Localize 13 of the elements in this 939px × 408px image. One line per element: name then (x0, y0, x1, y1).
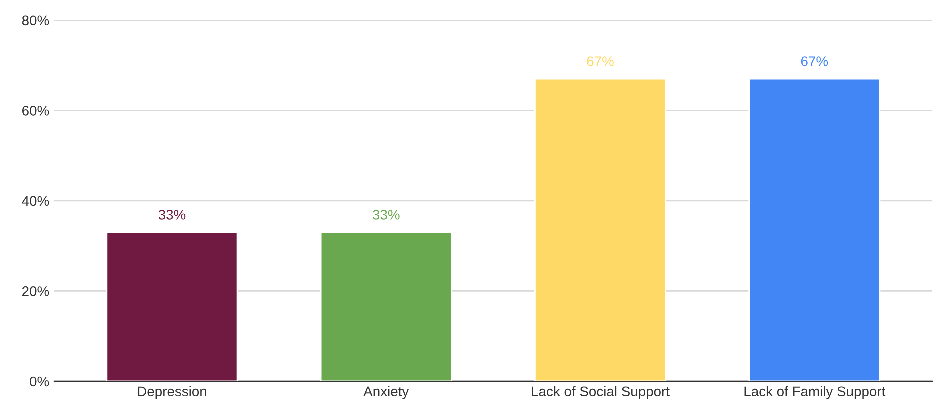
y-tick-label: 40% (22, 196, 50, 206)
y-tick-label: 20% (22, 286, 50, 296)
y-tick-label: 80% (22, 16, 50, 26)
x-tick-label: Lack of Social Support (532, 386, 670, 400)
data-label: 33% (158, 210, 186, 220)
x-tick-label: Lack of Family Support (744, 386, 886, 400)
data-label: 67% (587, 56, 614, 66)
y-tick-label: 60% (22, 106, 50, 116)
y-tick-label: 0% (30, 376, 50, 387)
x-tick-label: Anxiety (364, 386, 410, 400)
x-tick-label: Depression (138, 386, 206, 400)
data-label: 67% (801, 56, 828, 66)
data-label: 33% (373, 210, 400, 220)
